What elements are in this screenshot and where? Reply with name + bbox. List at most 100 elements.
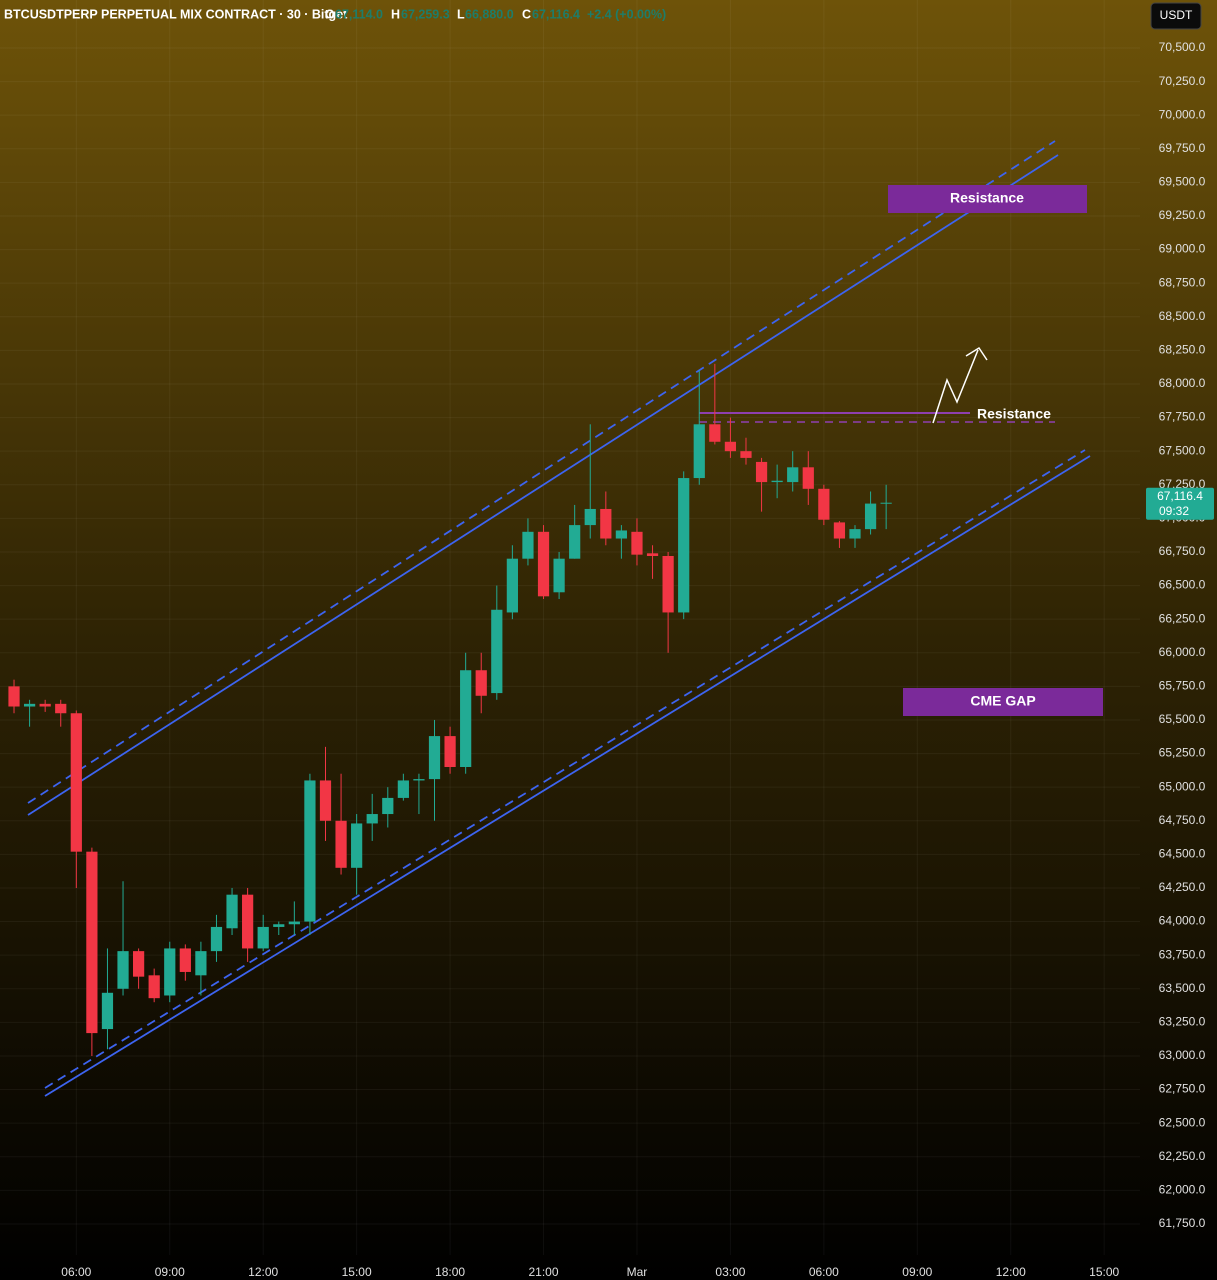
ohlc-label: O (325, 7, 335, 21)
candle-body (600, 508, 612, 539)
y-tick-label: 65,000.0 (1159, 779, 1206, 793)
candle-body (724, 441, 737, 452)
annotation: CME GAP (970, 693, 1035, 709)
ohlc-value: 67,114.0 (335, 7, 383, 21)
candle-body (631, 531, 643, 555)
x-tick-label: 09:00 (902, 1265, 932, 1279)
candle-body (164, 948, 176, 996)
candle-body (460, 670, 472, 768)
ohlc-value: 67,259.3 (401, 7, 450, 21)
y-tick-label: 66,000.0 (1159, 645, 1206, 659)
trendlines (27, 140, 1091, 1097)
upper-channel (27, 154, 1059, 816)
candle-body (8, 686, 20, 707)
candle-body (319, 780, 332, 821)
candle-body (693, 424, 705, 479)
lower-channel (44, 455, 1091, 1097)
y-tick-label: 61,750.0 (1159, 1216, 1206, 1230)
currency-button[interactable] (1150, 2, 1202, 30)
upper-channel-dashed (27, 140, 1056, 804)
y-tick-label: 64,250.0 (1159, 880, 1206, 894)
axes: 61,750.0 62,000.0 62,250.0 62,500.0 62,750.0… (61, 40, 1214, 1279)
candle-body (880, 502, 892, 504)
y-tick-label: 66,750.0 (1159, 544, 1206, 558)
y-tick-label: 62,750.0 (1159, 1082, 1206, 1096)
y-tick-label: 66,500.0 (1159, 578, 1206, 592)
candle-body (195, 951, 207, 976)
candle-body (506, 558, 518, 613)
candle-body (351, 823, 363, 868)
candle-body (55, 703, 67, 714)
x-tick-label: 12:00 (996, 1265, 1026, 1279)
candle-body (397, 780, 409, 798)
y-tick-label: 69,000.0 (1159, 242, 1206, 256)
candle-body (133, 951, 145, 977)
lower-channel-dashed (44, 449, 1086, 1089)
currency-label[interactable]: USDT (1160, 8, 1193, 22)
candle-body (288, 921, 300, 925)
candle-body (148, 975, 160, 999)
y-tick-label: 65,500.0 (1159, 712, 1206, 726)
candle-body (257, 926, 269, 949)
y-tick-label: 69,500.0 (1159, 175, 1206, 189)
candle-body (226, 894, 238, 929)
y-tick-label: 64,750.0 (1159, 813, 1206, 827)
header: BTCUSDTPERP PERPETUAL MIX CONTRACT · 30 … (4, 7, 666, 21)
candle-body (569, 525, 581, 559)
annotation: Resistance (977, 406, 1051, 422)
x-tick-label: 12:00 (248, 1265, 278, 1279)
candle-body (678, 478, 690, 613)
candle-body (444, 736, 456, 768)
x-tick-label: Mar (627, 1265, 648, 1279)
candle-body (491, 609, 503, 694)
y-tick-label: 68,250.0 (1159, 343, 1206, 357)
candle-body (304, 780, 316, 922)
candle-body (23, 703, 36, 707)
ohlc-label: L (457, 7, 465, 21)
x-tick-label: 06:00 (61, 1265, 91, 1279)
y-tick-label: 69,250.0 (1159, 208, 1206, 222)
countdown: 09:32 (1159, 504, 1189, 518)
candle-body (382, 797, 394, 815)
y-tick-label: 68,750.0 (1159, 275, 1206, 289)
y-tick-label: 63,250.0 (1159, 1015, 1206, 1029)
y-tick-label: 64,000.0 (1159, 914, 1206, 928)
candles (8, 363, 892, 1056)
ohlc-label: H (391, 7, 400, 21)
last-price-box (1146, 487, 1214, 520)
candle-body (755, 461, 768, 483)
y-tick-label: 70,250.0 (1159, 74, 1206, 88)
y-tick-label: 63,000.0 (1159, 1048, 1206, 1062)
candle-body (413, 779, 425, 781)
candle-body (553, 558, 565, 593)
candle-body (335, 820, 347, 868)
candle-body (584, 508, 596, 526)
candle-body (101, 992, 114, 1030)
candle-body (787, 467, 799, 483)
candle-body (833, 522, 846, 539)
candle-body (366, 814, 378, 824)
x-tick-label: 09:00 (155, 1265, 185, 1279)
candle-body (849, 529, 861, 539)
candle-body (740, 451, 752, 458)
candle-body (537, 531, 550, 597)
candle-body (802, 467, 814, 489)
candle-body (210, 926, 223, 952)
candle-body (179, 948, 191, 972)
arrow-head (965, 346, 988, 361)
y-tick-label: 65,750.0 (1159, 679, 1206, 693)
candle-body (615, 530, 627, 539)
annotation-box (903, 688, 1103, 716)
candle-body (86, 851, 98, 1034)
candle-body (273, 924, 285, 927)
y-tick-label: 70,000.0 (1159, 107, 1206, 121)
y-tick-label: 68,500.0 (1159, 309, 1206, 323)
ohlc-value: 67,116.4 (532, 7, 580, 21)
x-tick-label: 03:00 (715, 1265, 745, 1279)
y-tick-label: 66,250.0 (1159, 611, 1206, 625)
candle-body (646, 553, 659, 557)
y-tick-label: 62,500.0 (1159, 1115, 1206, 1129)
